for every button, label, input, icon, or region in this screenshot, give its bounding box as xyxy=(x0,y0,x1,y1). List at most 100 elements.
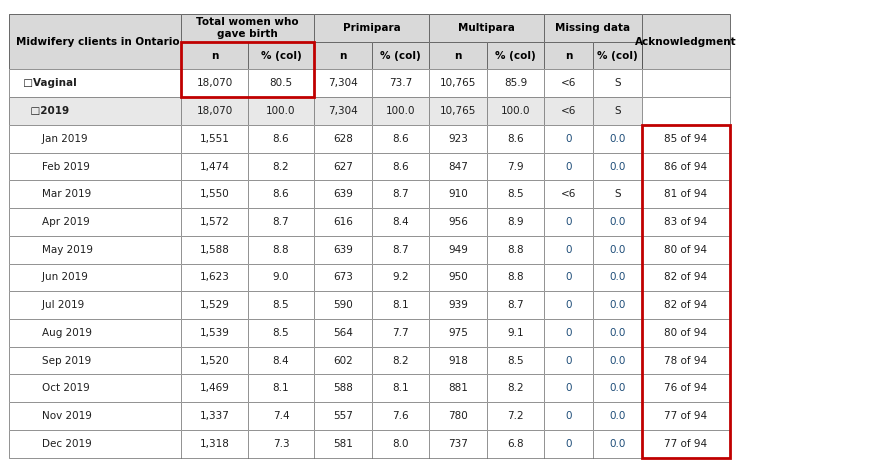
Bar xyxy=(248,42,314,70)
Text: 0.0: 0.0 xyxy=(609,300,626,310)
Text: 8.5: 8.5 xyxy=(273,328,289,338)
Text: 8.2: 8.2 xyxy=(507,383,524,393)
Bar xyxy=(9,70,181,97)
Bar xyxy=(372,347,429,375)
Text: 7.7: 7.7 xyxy=(392,328,409,338)
Bar xyxy=(372,319,429,347)
Bar xyxy=(314,153,372,180)
Bar xyxy=(429,402,487,430)
Bar xyxy=(181,42,314,97)
Bar xyxy=(372,402,429,430)
Bar xyxy=(642,263,730,291)
Bar xyxy=(642,125,730,153)
Text: 7.6: 7.6 xyxy=(392,411,409,421)
Bar xyxy=(248,263,314,291)
Bar xyxy=(429,263,487,291)
Text: 8.6: 8.6 xyxy=(507,134,524,144)
Bar xyxy=(314,14,429,42)
Bar xyxy=(9,208,181,236)
Bar xyxy=(314,236,372,263)
Bar xyxy=(544,347,593,375)
Text: 8.0: 8.0 xyxy=(392,439,409,449)
Bar xyxy=(544,291,593,319)
Bar xyxy=(248,97,314,125)
Text: n: n xyxy=(339,50,347,61)
Text: 0.0: 0.0 xyxy=(609,411,626,421)
Bar xyxy=(248,319,314,347)
Bar xyxy=(372,291,429,319)
Bar xyxy=(9,291,181,319)
Bar xyxy=(642,375,730,402)
Bar xyxy=(487,430,544,458)
Text: 8.2: 8.2 xyxy=(273,162,289,171)
Text: 1,572: 1,572 xyxy=(200,217,229,227)
Bar xyxy=(544,236,593,263)
Text: <6: <6 xyxy=(561,189,576,199)
Text: 1,588: 1,588 xyxy=(200,245,229,255)
Bar xyxy=(429,153,487,180)
Bar xyxy=(544,208,593,236)
Text: 0: 0 xyxy=(566,411,572,421)
Bar xyxy=(314,208,372,236)
Bar xyxy=(429,180,487,208)
Bar xyxy=(248,97,314,125)
Bar xyxy=(248,180,314,208)
Bar xyxy=(181,291,248,319)
Bar xyxy=(593,263,642,291)
Text: 77 of 94: 77 of 94 xyxy=(665,411,707,421)
Bar xyxy=(544,430,593,458)
Bar xyxy=(429,291,487,319)
Bar xyxy=(593,263,642,291)
Text: 8.4: 8.4 xyxy=(273,355,289,366)
Text: 0: 0 xyxy=(566,439,572,449)
Bar xyxy=(593,430,642,458)
Bar xyxy=(642,402,730,430)
Bar xyxy=(642,208,730,236)
Bar xyxy=(9,319,181,347)
Bar xyxy=(429,263,487,291)
Bar xyxy=(9,180,181,208)
Bar xyxy=(181,319,248,347)
Bar xyxy=(181,347,248,375)
Bar xyxy=(314,236,372,263)
Bar xyxy=(248,263,314,291)
Bar xyxy=(9,14,181,70)
Bar xyxy=(642,291,730,319)
Text: n: n xyxy=(211,50,219,61)
Text: Mar 2019: Mar 2019 xyxy=(16,189,91,199)
Bar xyxy=(314,263,372,291)
Text: 8.6: 8.6 xyxy=(392,134,409,144)
Bar xyxy=(9,125,181,153)
Bar xyxy=(9,402,181,430)
Bar xyxy=(487,153,544,180)
Text: 564: 564 xyxy=(333,328,353,338)
Text: S: S xyxy=(614,78,620,88)
Text: 1,539: 1,539 xyxy=(200,328,229,338)
Text: May 2019: May 2019 xyxy=(16,245,93,255)
Bar xyxy=(9,291,181,319)
Text: 1,474: 1,474 xyxy=(200,162,229,171)
Text: 1,551: 1,551 xyxy=(200,134,229,144)
Bar xyxy=(487,291,544,319)
Text: 8.5: 8.5 xyxy=(273,300,289,310)
Bar xyxy=(372,402,429,430)
Bar xyxy=(429,319,487,347)
Bar xyxy=(181,125,248,153)
Text: 588: 588 xyxy=(333,383,353,393)
Bar xyxy=(9,153,181,180)
Text: 100.0: 100.0 xyxy=(501,106,530,116)
Bar xyxy=(9,236,181,263)
Bar xyxy=(314,97,372,125)
Bar xyxy=(9,263,181,291)
Text: 8.7: 8.7 xyxy=(273,217,289,227)
Bar xyxy=(544,375,593,402)
Bar xyxy=(593,153,642,180)
Bar xyxy=(429,291,487,319)
Text: 80.5: 80.5 xyxy=(269,78,293,88)
Bar xyxy=(642,263,730,291)
Bar xyxy=(593,97,642,125)
Text: 9.0: 9.0 xyxy=(273,272,289,283)
Bar xyxy=(429,97,487,125)
Bar xyxy=(544,375,593,402)
Bar xyxy=(181,402,248,430)
